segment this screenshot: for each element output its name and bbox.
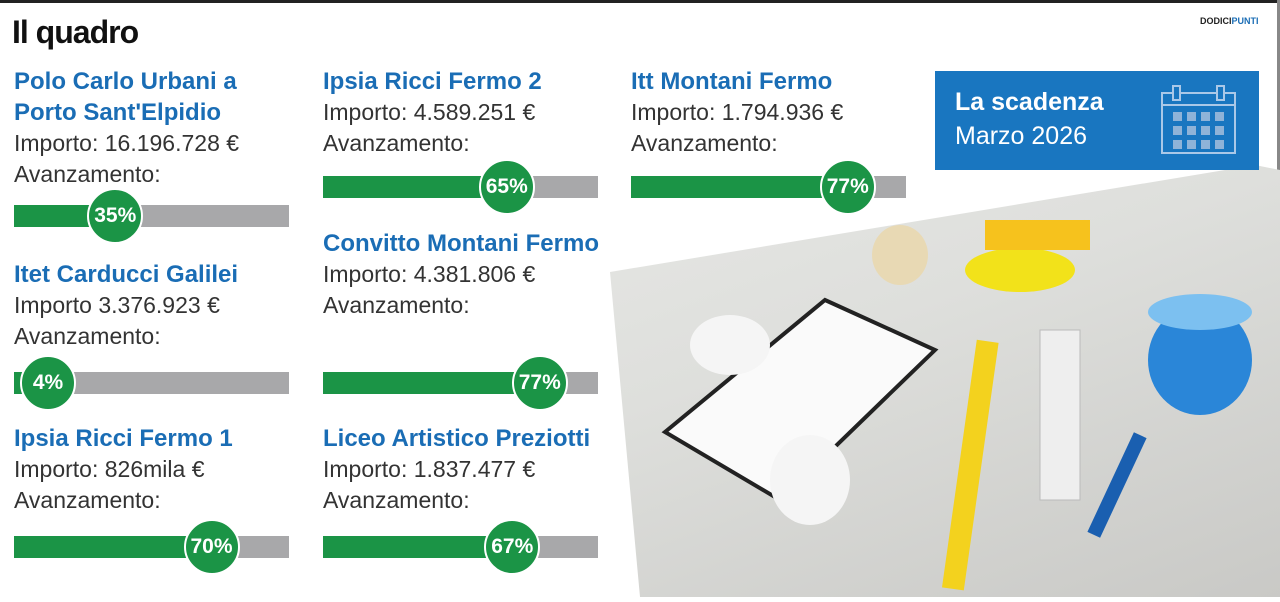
progress-fill	[323, 176, 502, 198]
progress-badge: 4%	[20, 355, 76, 411]
project-amount: Importo: 16.196.728 €	[14, 130, 240, 156]
project-item: Ipsia Ricci Fermo 1 Importo: 826mila € A…	[14, 423, 304, 516]
progress-bar: 4%	[14, 355, 289, 411]
deadline-title: La scadenza	[955, 88, 1104, 116]
progress-badge: 67%	[484, 519, 541, 575]
progress-fill	[14, 372, 25, 394]
progress-label: Avanzamento:	[14, 161, 161, 187]
project-item: Convitto Montani Fermo Importo: 4.381.80…	[323, 228, 613, 321]
progress-badge: 77%	[511, 355, 568, 411]
progress-bar: 65%	[323, 159, 598, 215]
project-item: Itet Carducci Galilei Importo 3.376.923 …	[14, 259, 304, 352]
project-amount: Importo: 826mila €	[14, 456, 205, 482]
progress-label: Avanzamento:	[323, 487, 470, 513]
deadline-date: Marzo 2026	[955, 122, 1088, 150]
progress-fill	[14, 205, 111, 227]
calendar-icon	[1161, 85, 1236, 154]
progress-label: Avanzamento:	[631, 130, 778, 156]
progress-badge: 65%	[478, 159, 535, 215]
top-border	[0, 0, 1280, 3]
brand-logo: DODICIPUNTI	[1200, 16, 1259, 26]
progress-label: Avanzamento:	[323, 292, 470, 318]
page-title: Il quadro	[12, 14, 139, 50]
progress-bar: 35%	[14, 188, 289, 244]
progress-bar: 77%	[631, 159, 906, 215]
progress-label: Avanzamento:	[14, 323, 161, 349]
project-name: Ipsia Ricci Fermo 1	[14, 425, 233, 452]
project-name: Itet Carducci Galilei	[14, 261, 239, 288]
project-amount: Importo: 1.794.936 €	[631, 99, 844, 125]
progress-bar: 77%	[323, 355, 598, 411]
progress-badge: 70%	[183, 519, 240, 575]
progress-bar: 70%	[14, 519, 289, 575]
project-item: Itt Montani Fermo Importo: 1.794.936 € A…	[631, 66, 921, 159]
project-name: Convitto Montani Fermo	[323, 230, 599, 257]
project-name: Liceo Artistico Preziotti	[323, 425, 591, 452]
project-name: Ipsia Ricci Fermo 2	[323, 68, 542, 95]
progress-fill	[631, 176, 843, 198]
progress-label: Avanzamento:	[323, 130, 470, 156]
progress-badge: 77%	[819, 159, 876, 215]
project-amount: Importo 3.376.923 €	[14, 292, 220, 318]
deadline-box: La scadenza Marzo 2026	[935, 71, 1259, 170]
progress-label: Avanzamento:	[14, 487, 161, 513]
progress-bar: 67%	[323, 519, 598, 575]
progress-fill	[14, 536, 207, 558]
progress-fill	[323, 536, 508, 558]
project-amount: Importo: 1.837.477 €	[323, 456, 536, 482]
progress-badge: 35%	[87, 188, 144, 244]
project-amount: Importo: 4.381.806 €	[323, 261, 536, 287]
project-name: Itt Montani Fermo	[631, 68, 833, 95]
project-item: Liceo Artistico Preziotti Importo: 1.837…	[323, 423, 613, 516]
project-item: Polo Carlo Urbani a Porto Sant'Elpidio I…	[14, 66, 304, 190]
project-name: Polo Carlo Urbani a Porto Sant'Elpidio	[14, 68, 237, 126]
project-amount: Importo: 4.589.251 €	[323, 99, 536, 125]
progress-fill	[323, 372, 535, 394]
project-item: Ipsia Ricci Fermo 2 Importo: 4.589.251 €…	[323, 66, 613, 159]
